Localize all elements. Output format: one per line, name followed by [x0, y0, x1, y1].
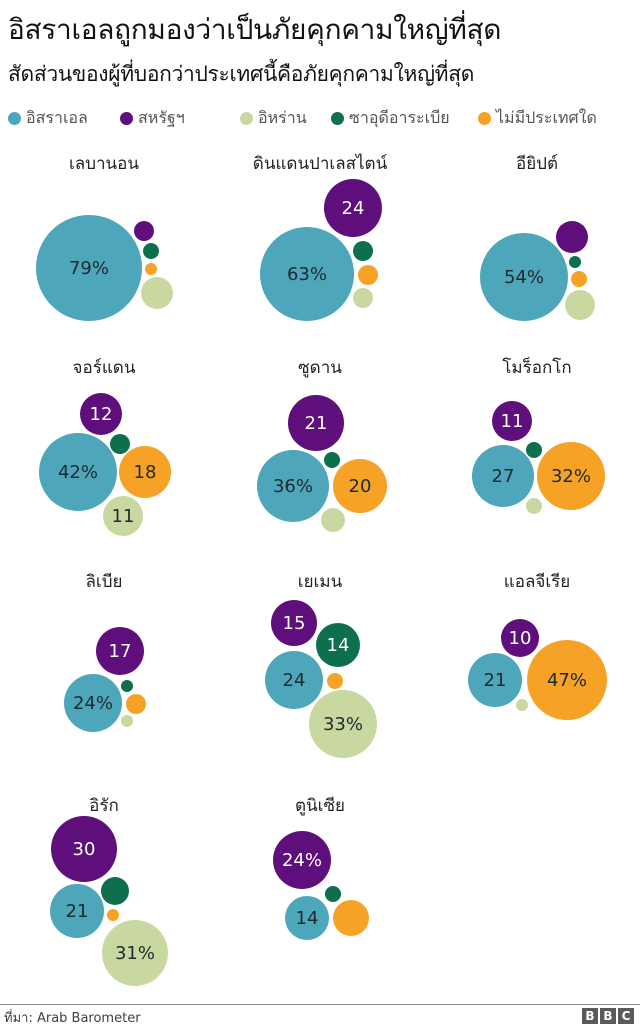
chart-title: อิสราเอลถูกมองว่าเป็นภัยคุกคามใหญ่ที่สุด — [8, 13, 502, 46]
legend-swatch-icon — [240, 112, 253, 125]
legend-swatch-icon — [478, 112, 491, 125]
bubble-israel: 79% — [36, 215, 142, 321]
bubble-none: 18 — [119, 446, 171, 498]
bbc-logo-block: C — [618, 1008, 634, 1024]
bubble-iran: 31% — [102, 920, 168, 986]
bubble-iran — [516, 699, 528, 711]
bubble-usa: 17 — [96, 627, 144, 675]
legend-label: อิหร่าน — [258, 108, 307, 127]
bubble-none: 32% — [537, 442, 605, 510]
bubble-saudi — [121, 680, 133, 692]
bubble-usa: 11 — [492, 401, 532, 441]
bubble-none — [145, 263, 157, 275]
legend-item-none: ไม่มีประเทศใด — [478, 106, 597, 131]
bubble-israel: 42% — [39, 433, 117, 511]
bubble-saudi — [325, 886, 341, 902]
legend-item-israel: อิสราเอล — [8, 106, 88, 131]
panel-title: อิรัก — [89, 796, 119, 816]
bubble-usa: 10 — [501, 619, 539, 657]
bubble-israel: 27 — [472, 445, 534, 507]
bubble-israel: 21 — [468, 653, 522, 707]
bubble-saudi: 14 — [316, 623, 360, 667]
bubble-israel: 24% — [64, 674, 122, 732]
bubble-saudi — [569, 256, 581, 268]
bubble-israel: 14 — [285, 896, 329, 940]
bubble-iran — [526, 498, 542, 514]
bubble-saudi — [101, 877, 129, 905]
bubble-saudi — [110, 434, 130, 454]
legend-swatch-icon — [120, 112, 133, 125]
bubble-none — [333, 900, 369, 936]
panel-title: ซูดาน — [298, 358, 342, 378]
source-note: ที่มา: Arab Barometer — [4, 1011, 141, 1026]
legend-label: สหรัฐฯ — [138, 108, 185, 127]
panel-title: จอร์แดน — [72, 358, 136, 378]
panel-title: อียิปต์ — [515, 154, 559, 174]
bubble-none — [126, 694, 146, 714]
legend-swatch-icon — [8, 112, 21, 125]
legend-item-saudi: ซาอุดีอาระเบีย — [331, 106, 450, 131]
bubble-usa: 15 — [271, 600, 317, 646]
bubble-usa: 24% — [273, 831, 331, 889]
bbc-logo-block: B — [582, 1008, 598, 1024]
bubble-israel: 24 — [265, 651, 323, 709]
bubble-none — [327, 673, 343, 689]
bubble-saudi — [143, 243, 159, 259]
bubble-usa: 21 — [288, 395, 344, 451]
bubble-iran — [141, 277, 173, 309]
bubble-iran — [121, 715, 133, 727]
bubble-israel: 21 — [50, 884, 104, 938]
bubble-iran — [565, 290, 595, 320]
bubble-none — [107, 909, 119, 921]
bubble-saudi — [526, 442, 542, 458]
bubble-usa: 30 — [51, 816, 117, 882]
bubble-usa — [134, 221, 154, 241]
legend-swatch-icon — [331, 112, 344, 125]
legend-label: ไม่มีประเทศใด — [496, 108, 597, 127]
bubble-usa: 24 — [324, 179, 382, 237]
panel-title: ตูนิเซีย — [295, 796, 345, 816]
legend: อิสราเอล สหรัฐฯ อิหร่าน ซาอุดีอาระเบีย ไม่มี… — [8, 106, 638, 130]
panel-title: ลิเบีย — [85, 572, 123, 592]
bbc-logo: B B C — [582, 1008, 634, 1024]
bubble-iran — [353, 288, 373, 308]
bubble-usa: 12 — [80, 393, 122, 435]
panel-title: โมร็อกโก — [502, 358, 572, 378]
bubble-usa — [556, 221, 588, 253]
bubble-israel: 36% — [257, 450, 329, 522]
legend-item-usa: สหรัฐฯ — [120, 106, 185, 131]
bubble-iran: 33% — [309, 690, 377, 758]
panel-title: ดินแดนปาเลสไตน์ — [252, 154, 388, 174]
legend-item-iran: อิหร่าน — [240, 106, 307, 131]
bubble-saudi — [324, 452, 340, 468]
panel-title: แอลจีเรีย — [503, 572, 571, 592]
panel-title: เลบานอน — [68, 154, 140, 174]
bubble-none — [358, 265, 378, 285]
legend-label: ซาอุดีอาระเบีย — [349, 108, 450, 127]
bubble-israel: 63% — [260, 227, 354, 321]
bubble-iran: 11 — [103, 496, 143, 536]
legend-label: อิสราเอล — [26, 108, 88, 127]
bubble-saudi — [353, 241, 373, 261]
chart-subtitle: สัดส่วนของผู้ที่บอกว่าประเทศนี้คือภัยคุก… — [8, 62, 475, 86]
bubble-none: 20 — [333, 459, 387, 513]
bubble-none: 47% — [527, 640, 607, 720]
panel-title: เยเมน — [297, 572, 343, 592]
bubble-iran — [321, 508, 345, 532]
bbc-logo-block: B — [600, 1008, 616, 1024]
bubble-israel: 54% — [480, 233, 568, 321]
bubble-none — [571, 271, 587, 287]
footer-divider — [0, 1004, 640, 1005]
